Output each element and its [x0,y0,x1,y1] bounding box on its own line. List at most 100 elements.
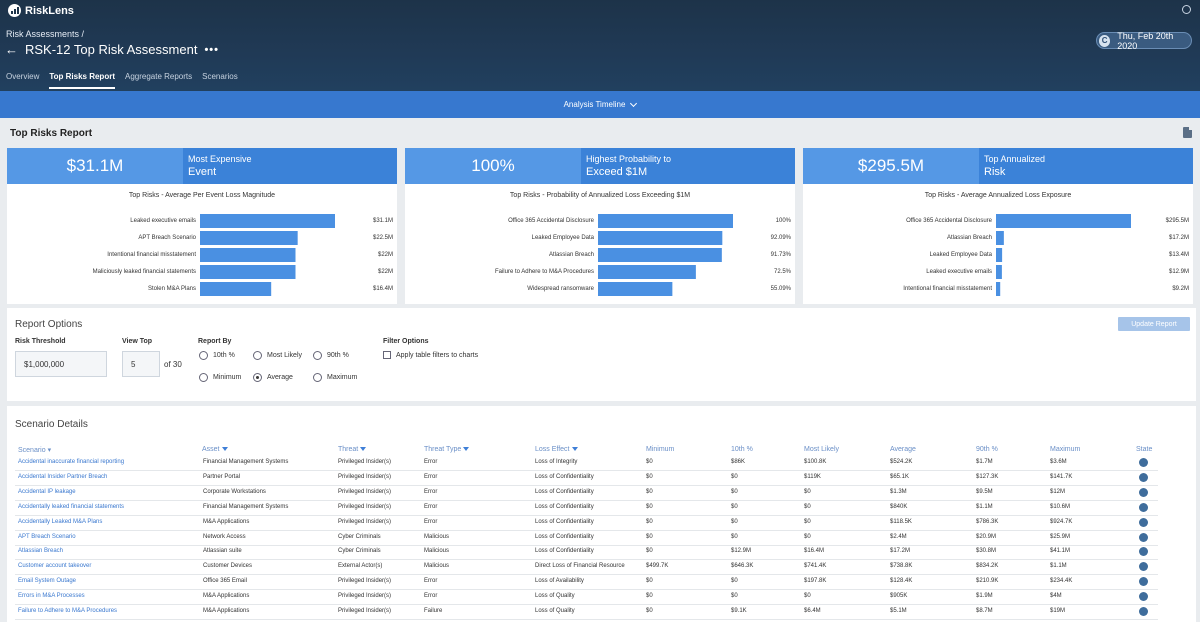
bar[interactable] [598,282,673,296]
filter-icon[interactable] [463,447,470,452]
table-row[interactable]: Atlassian Breach Atlassian suite Cyber Cri… [15,545,1158,561]
state-icon[interactable] [1139,577,1148,587]
bar[interactable] [200,265,296,279]
scenario-link[interactable]: Accidental IP leakage [18,488,76,495]
tab-top-risks-report[interactable]: Top Risks Report [49,72,115,89]
col-header-threat[interactable]: Threat [338,446,367,453]
table-cell: $128.4K [890,578,913,585]
bar[interactable] [996,282,1001,296]
view-top-input[interactable]: 5 [122,351,160,377]
bar[interactable] [598,248,722,262]
table-row[interactable]: Errors in M&A Processes M&A Applications P… [15,590,1158,606]
back-arrow-icon[interactable]: ← [5,42,18,57]
table-cell: Loss of Confidentiality [535,533,594,540]
state-icon[interactable] [1139,547,1148,557]
state-icon[interactable] [1139,562,1148,572]
risk-threshold-input[interactable]: $1,000,000 [15,351,107,377]
table-row[interactable]: Email System Outage Office 365 Email Privi… [15,575,1158,591]
state-icon[interactable] [1139,502,1148,512]
table-row[interactable]: Failure to Adhere to M&A Procedures M&A A… [15,605,1158,620]
state-icon[interactable] [1139,458,1148,467]
col-header-loss-effect[interactable]: Loss Effect [535,446,578,453]
filter-icon[interactable] [360,447,367,452]
table-row[interactable]: Accidentally Leaked M&A Plans M&A Applica… [15,516,1158,531]
scenario-link[interactable]: Accidentally Leaked M&A Plans [18,518,103,525]
state-icon[interactable] [1139,607,1148,616]
table-cell: Loss of Quality [535,593,575,600]
radio-maximum[interactable]: Maximum [313,373,357,382]
user-icon[interactable] [1182,5,1191,14]
radio-minimum[interactable]: Minimum [199,373,241,382]
scenario-link[interactable]: Atlassian Breach [18,548,64,555]
col-header-average[interactable]: Average [890,446,916,453]
scenario-link[interactable]: APT Breach Scenario [18,533,76,540]
radio-average[interactable]: Average [253,373,293,382]
update-report-button[interactable]: Update Report [1118,317,1190,331]
risklens-logo[interactable]: RiskLens [8,4,74,17]
export-icon[interactable] [1183,127,1192,138]
bar[interactable] [598,231,723,245]
col-header-90th[interactable]: 90th % [976,446,998,453]
scenario-link[interactable]: Accidentally leaked financial statements [18,503,125,510]
bar-value-label: $22.5M [373,235,393,241]
breadcrumb[interactable]: Risk Assessments / [6,29,85,39]
scenario-link[interactable]: Failure to Adhere to M&A Procedures [18,608,118,614]
bar[interactable] [200,282,272,296]
scenario-link[interactable]: Email System Outage [18,578,77,585]
table-cell: $86K [731,459,746,465]
report-title: Top Risks Report [10,128,93,139]
scenario-link[interactable]: Errors in M&A Processes [18,593,85,600]
table-row[interactable]: Accidental inaccurate financial reportin… [15,456,1158,471]
scenario-link[interactable]: Accidental inaccurate financial reportin… [18,459,125,465]
date-badge[interactable]: C Thu, Feb 20th 2020 [1096,30,1192,51]
analysis-timeline-toggle[interactable]: Analysis Timeline [0,91,1200,118]
tab-scenarios[interactable]: Scenarios [202,72,238,81]
col-header-asset[interactable]: Asset [202,446,228,453]
bar[interactable] [996,231,1004,245]
apply-filters-checkbox[interactable]: Apply table filters to charts [383,351,478,359]
col-header-maximum[interactable]: Maximum [1050,446,1081,453]
table-row[interactable]: Accidental Insider Partner Breach Partner… [15,471,1158,486]
col-header-scenario[interactable]: Scenario ▾ [18,446,51,454]
radio-90th-percent[interactable]: 90th % [313,351,349,360]
state-icon[interactable] [1139,517,1148,527]
scenario-link[interactable]: Customer account takeover [18,563,92,570]
col-header-10th[interactable]: 10th % [731,446,753,453]
state-icon[interactable] [1139,532,1148,542]
kpi-value: $31.1M [7,148,183,184]
bar[interactable] [200,231,298,245]
col-header-state[interactable]: State [1136,446,1153,453]
table-cell: $0 [804,488,811,495]
tab-aggregate-reports[interactable]: Aggregate Reports [124,72,193,81]
radio-10th-percent[interactable]: 10th % [199,351,235,360]
col-header-threat-type[interactable]: Threat Type [424,446,470,453]
bar[interactable] [598,214,733,228]
report-options-title: Report Options [15,319,83,330]
bar[interactable] [996,265,1002,279]
bar[interactable] [200,214,335,228]
filter-icon[interactable] [221,447,228,452]
bar[interactable] [996,214,1131,228]
radio-most-likely[interactable]: Most Likely [253,351,302,360]
state-icon[interactable] [1139,472,1148,482]
page-title-row: ← RSK-12 Top Risk Assessment ••• [5,42,219,57]
tab-overview[interactable]: Overview [6,72,40,81]
col-header-minimum[interactable]: Minimum [646,446,675,453]
col-header-most-likely[interactable]: Most Likely [804,446,840,453]
bar[interactable] [200,248,296,262]
bar[interactable] [598,265,696,279]
scenario-details-panel: Scenario Details Scenario ▾ Asset Threat… [7,406,1196,622]
filter-icon[interactable] [571,447,578,452]
table-row[interactable]: Accidentally leaked financial statements… [15,501,1158,516]
table-row[interactable]: Customer account takeover Customer Device… [15,560,1158,576]
table-row[interactable]: Accidental IP leakage Corporate Workstati… [15,486,1158,501]
table-row[interactable]: APT Breach Scenario Network Access Cyber C… [15,531,1158,546]
state-icon[interactable] [1139,487,1148,497]
kpi-banner: $295.5M Top Annualized Risk [803,148,1193,184]
state-icon[interactable] [1139,592,1148,602]
more-options-icon[interactable]: ••• [204,43,220,56]
scenario-link[interactable]: Accidental Insider Partner Breach [18,473,108,480]
bar[interactable] [996,248,1003,262]
table-cell: $0 [646,593,653,600]
date-text: Thu, Feb 20th 2020 [1117,30,1174,51]
